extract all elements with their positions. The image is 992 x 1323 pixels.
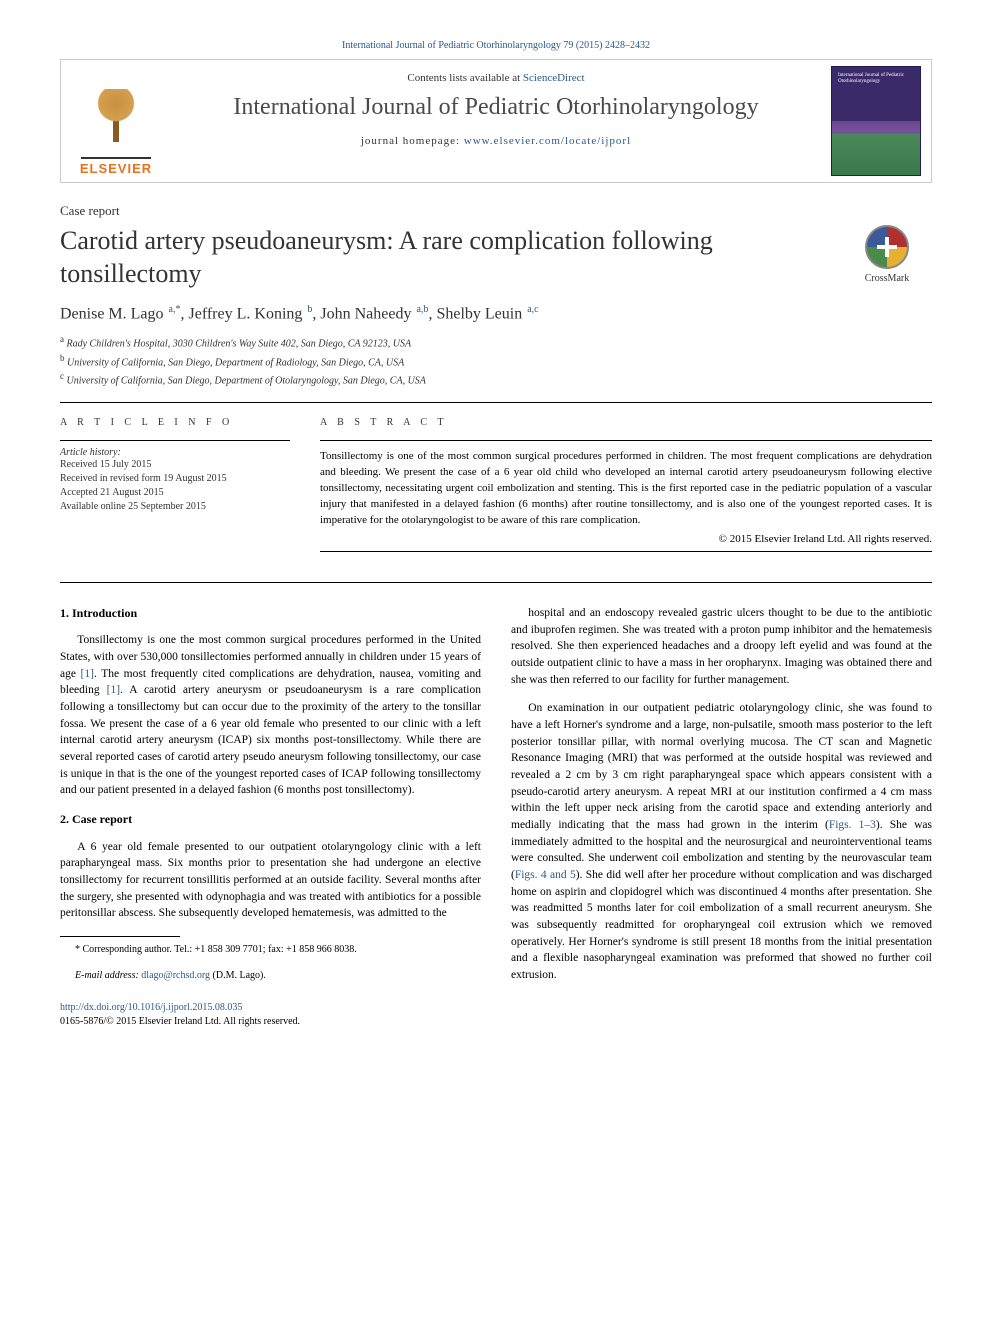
- article-body: 1. Introduction Tonsillectomy is one the…: [60, 582, 932, 1029]
- case-report-heading: 2. Case report: [60, 811, 481, 828]
- affiliation-b: b University of California, San Diego, D…: [60, 352, 932, 370]
- elsevier-tree-icon: [81, 89, 151, 159]
- contents-prefix: Contents lists available at: [407, 72, 522, 84]
- affiliations: a Rady Children's Hospital, 3030 Childre…: [60, 333, 932, 388]
- history-received: Received 15 July 2015: [60, 458, 290, 472]
- journal-name: International Journal of Pediatric Otorh…: [191, 94, 801, 121]
- abstract-bottom-rule: [320, 551, 932, 552]
- doi-block: http://dx.doi.org/10.1016/j.ijporl.2015.…: [60, 1001, 481, 1029]
- affiliation-c: c University of California, San Diego, D…: [60, 370, 932, 388]
- ref-1-link[interactable]: [1]: [81, 668, 94, 680]
- authors-line: Denise M. Lago a,*, Jeffrey L. Koning b,…: [60, 304, 932, 323]
- history-online: Available online 25 September 2015: [60, 500, 290, 514]
- article-title: Carotid artery pseudoaneurysm: A rare co…: [60, 225, 822, 290]
- crossmark-label: CrossMark: [865, 273, 909, 284]
- corresponding-author-footnote: * Corresponding author. Tel.: +1 858 309…: [60, 943, 481, 957]
- corresponding-email-link[interactable]: dlago@rchsd.org: [141, 970, 210, 981]
- intro-heading: 1. Introduction: [60, 605, 481, 622]
- doi-link[interactable]: http://dx.doi.org/10.1016/j.ijporl.2015.…: [60, 1002, 242, 1013]
- email-footnote: E-mail address: dlago@rchsd.org (D.M. La…: [60, 969, 481, 983]
- intro-paragraph: Tonsillectomy is one the most common sur…: [60, 632, 481, 799]
- history-accepted: Accepted 21 August 2015: [60, 486, 290, 500]
- journal-header-box: ELSEVIER Contents lists available at Sci…: [60, 59, 932, 183]
- elsevier-logo: ELSEVIER: [71, 76, 161, 176]
- contents-available-line: Contents lists available at ScienceDirec…: [191, 72, 801, 84]
- ref-1-link[interactable]: [1]: [107, 684, 120, 696]
- affiliation-a-text: Rady Children's Hospital, 3030 Children'…: [67, 339, 412, 350]
- running-header: International Journal of Pediatric Otorh…: [60, 40, 932, 51]
- journal-header-center: Contents lists available at ScienceDirec…: [171, 60, 821, 182]
- journal-homepage-link[interactable]: www.elsevier.com/locate/ijporl: [464, 135, 631, 147]
- case-paragraph-2: hospital and an endoscopy revealed gastr…: [511, 605, 932, 688]
- article-info-label: A R T I C L E I N F O: [60, 417, 290, 428]
- email-attribution: (D.M. Lago).: [210, 970, 266, 981]
- figs-1-3-link[interactable]: Figs. 1–3: [829, 819, 876, 831]
- email-label: E-mail address:: [75, 970, 141, 981]
- crossmark-badge[interactable]: CrossMark: [842, 225, 932, 284]
- abstract-block: A B S T R A C T Tonsillectomy is one of …: [320, 417, 932, 552]
- cover-title-text: International Journal of Pediatric Otorh…: [838, 73, 920, 85]
- info-abstract-row: A R T I C L E I N F O Article history: R…: [60, 402, 932, 552]
- abstract-label: A B S T R A C T: [320, 417, 932, 428]
- history-revised: Received in revised form 19 August 2015: [60, 472, 290, 486]
- article-history-label: Article history:: [60, 447, 290, 458]
- sciencedirect-link[interactable]: ScienceDirect: [523, 72, 585, 84]
- affiliation-c-text: University of California, San Diego, Dep…: [67, 375, 426, 386]
- article-info-block: A R T I C L E I N F O Article history: R…: [60, 417, 290, 552]
- issn-copyright: 0165-5876/© 2015 Elsevier Ireland Ltd. A…: [60, 1016, 300, 1027]
- homepage-prefix: journal homepage:: [361, 135, 464, 147]
- journal-cover-thumbnail: International Journal of Pediatric Otorh…: [831, 66, 921, 176]
- footnote-separator: [60, 936, 180, 937]
- case-paragraph-3: On examination in our outpatient pediatr…: [511, 700, 932, 983]
- case-paragraph-1: A 6 year old female presented to our out…: [60, 839, 481, 922]
- crossmark-icon: [865, 225, 909, 269]
- article-type-label: Case report: [60, 203, 932, 219]
- publisher-logo-cell: ELSEVIER: [61, 60, 171, 182]
- elsevier-wordmark: ELSEVIER: [80, 161, 152, 176]
- abstract-copyright: © 2015 Elsevier Ireland Ltd. All rights …: [320, 533, 932, 545]
- affiliation-b-text: University of California, San Diego, Dep…: [67, 357, 404, 368]
- figs-4-5-link[interactable]: Figs. 4 and 5: [515, 869, 576, 881]
- abstract-text: Tonsillectomy is one of the most common …: [320, 449, 932, 529]
- journal-cover-cell: International Journal of Pediatric Otorh…: [821, 60, 931, 182]
- affiliation-a: a Rady Children's Hospital, 3030 Childre…: [60, 333, 932, 351]
- journal-homepage-line: journal homepage: www.elsevier.com/locat…: [191, 135, 801, 147]
